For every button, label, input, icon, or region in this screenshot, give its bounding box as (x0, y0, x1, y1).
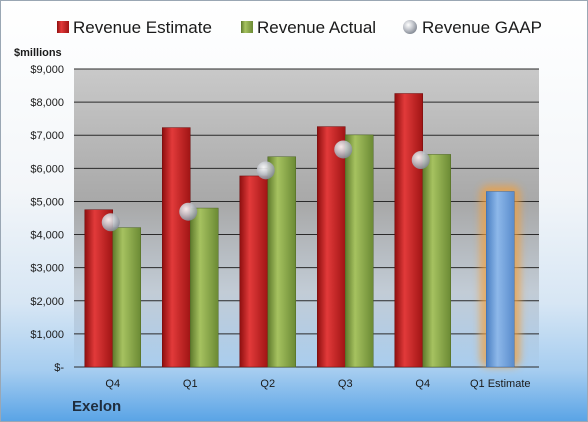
bar-revenue-estimate (317, 126, 346, 368)
x-tick-label: Q4 (415, 378, 430, 390)
y-tick-label: $5,000 (30, 196, 64, 208)
y-tick-label: $2,000 (30, 296, 64, 308)
y-tick-label: $1,000 (30, 329, 64, 341)
bars (84, 93, 521, 368)
bar-revenue-actual (267, 156, 296, 368)
x-axis-ticks: Q4 Q1 Q2 Q3 Q4 Q1 Estimate (105, 378, 530, 390)
y-tick-label: $4,000 (30, 230, 64, 242)
x-tick-label: Q1 Estimate (470, 378, 531, 390)
bar-revenue-actual (112, 227, 141, 368)
legend-label-actual: Revenue Actual (257, 18, 376, 37)
y-unit-label: $millions (14, 47, 62, 59)
bar-q1-estimate (486, 191, 515, 368)
x-tick-label: Q3 (338, 378, 353, 390)
legend-item-revenue-actual: Revenue Actual (241, 18, 376, 37)
company-name: Exelon (72, 398, 122, 415)
bar-revenue-actual (422, 154, 451, 368)
y-tick-label: $3,000 (30, 263, 64, 275)
grid-lines (74, 68, 539, 368)
y-axis-ticks: $- $1,000 $2,000 $3,000 $4,000 $5,000 $6,000 $7… (30, 64, 64, 374)
marker-revenue-gaap (101, 213, 120, 232)
y-tick-label: $8,000 (30, 97, 64, 109)
legend: Revenue Estimate Revenue Actual Revenue … (57, 18, 542, 37)
legend-swatch-estimate (57, 21, 69, 33)
x-tick-label: Q2 (260, 378, 275, 390)
legend-item-revenue-estimate: Revenue Estimate (57, 18, 212, 37)
plot-area (74, 69, 539, 367)
gaap-markers (101, 140, 430, 232)
bar-revenue-actual (190, 207, 219, 368)
x-tick-label: Q4 (105, 378, 120, 390)
bar-revenue-estimate (162, 127, 191, 368)
legend-label-estimate: Revenue Estimate (73, 18, 212, 37)
y-tick-label: $7,000 (30, 130, 64, 142)
y-tick-label: $- (54, 362, 64, 374)
legend-item-revenue-gaap: Revenue GAAP (403, 18, 542, 37)
legend-swatch-gaap (403, 20, 417, 34)
legend-swatch-actual (241, 21, 253, 33)
marker-revenue-gaap (179, 202, 198, 221)
y-tick-label: $9,000 (30, 64, 64, 76)
x-tick-label: Q1 (183, 378, 198, 390)
legend-label-gaap: Revenue GAAP (422, 18, 542, 37)
marker-revenue-gaap (256, 161, 275, 180)
marker-revenue-gaap (411, 151, 430, 170)
bar-revenue-estimate (239, 175, 268, 368)
marker-revenue-gaap (334, 140, 353, 159)
bar-revenue-actual (345, 134, 374, 368)
bar-revenue-estimate (84, 209, 113, 368)
bar-revenue-estimate (394, 93, 423, 368)
y-tick-label: $6,000 (30, 163, 64, 175)
